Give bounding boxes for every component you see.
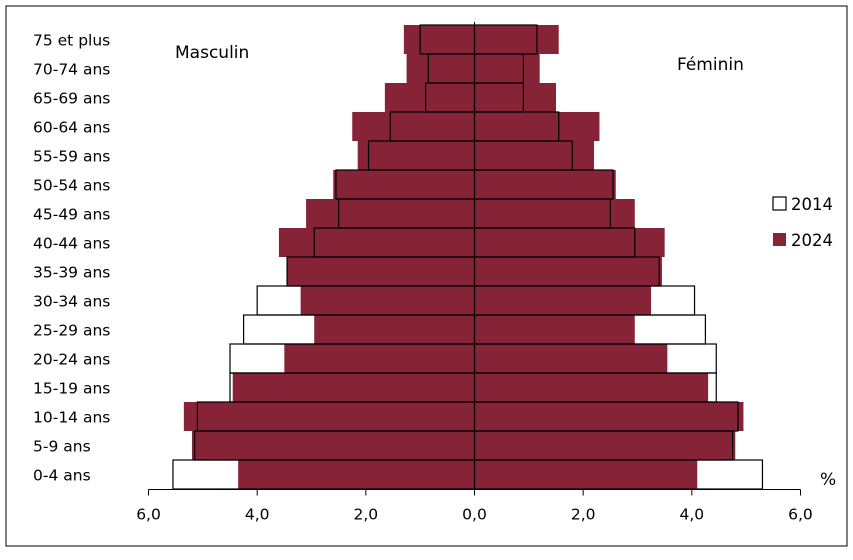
bar-2024-female-0 bbox=[474, 460, 698, 489]
bar-2024-female-13 bbox=[474, 83, 556, 112]
bar-2024-female-14 bbox=[474, 54, 540, 83]
age-label-10: 50-54 ans bbox=[33, 177, 110, 195]
bar-2024-female-8 bbox=[474, 228, 665, 257]
age-label-1: 5-9 ans bbox=[33, 438, 91, 456]
male-side-label: Masculin bbox=[175, 43, 249, 63]
unit-label: % bbox=[820, 470, 836, 490]
bar-2024-male-14 bbox=[406, 54, 475, 83]
bar-2024-female-10 bbox=[474, 170, 616, 199]
bar-2024-male-0 bbox=[238, 460, 475, 489]
age-label-11: 55-59 ans bbox=[33, 148, 110, 166]
x-tick-label-0: 6,0 bbox=[136, 506, 161, 524]
x-tick-label-5: 4,0 bbox=[679, 506, 704, 524]
age-label-5: 25-29 ans bbox=[33, 322, 110, 340]
age-label-4: 20-24 ans bbox=[33, 351, 110, 369]
bar-2024-male-9 bbox=[306, 199, 475, 228]
legend-label-2024: 2024 bbox=[791, 231, 833, 250]
bar-2024-male-12 bbox=[352, 112, 475, 141]
bar-2024-male-3 bbox=[232, 373, 475, 402]
bar-2024-male-13 bbox=[384, 83, 475, 112]
age-label-7: 35-39 ans bbox=[33, 264, 110, 282]
age-label-12: 60-64 ans bbox=[33, 119, 110, 137]
age-label-8: 40-44 ans bbox=[33, 235, 110, 253]
bar-2024-male-2 bbox=[183, 402, 475, 431]
age-label-6: 30-34 ans bbox=[33, 293, 110, 311]
bar-2024-female-5 bbox=[474, 315, 635, 344]
age-label-14: 70-74 ans bbox=[33, 61, 110, 79]
bar-2024-female-6 bbox=[474, 286, 652, 315]
x-tick-label-1: 4,0 bbox=[245, 506, 270, 524]
bar-2024-female-4 bbox=[474, 344, 668, 373]
legend-swatch-2024 bbox=[773, 233, 786, 246]
age-label-15: 75 et plus bbox=[33, 32, 110, 50]
age-label-9: 45-49 ans bbox=[33, 206, 110, 224]
legend: 2014 2024 bbox=[772, 195, 833, 250]
age-label-3: 15-19 ans bbox=[33, 380, 110, 398]
age-label-0: 0-4 ans bbox=[33, 467, 91, 485]
bar-2024-female-3 bbox=[474, 373, 709, 402]
x-tick-label-3: 0,0 bbox=[462, 506, 487, 524]
age-group-labels: 0-4 ans 5-9 ans 10-14 ans 15-19 ans 20-24 an… bbox=[33, 32, 110, 485]
age-label-13: 65-69 ans bbox=[33, 90, 110, 108]
bar-2024-female-1 bbox=[474, 431, 736, 460]
x-tick-label-6: 6,0 bbox=[788, 506, 813, 524]
series-2024-bars bbox=[172, 25, 763, 489]
bar-2024-male-10 bbox=[333, 170, 475, 199]
bar-2024-male-7 bbox=[287, 257, 475, 286]
bar-2024-male-11 bbox=[357, 141, 475, 170]
bar-2024-male-6 bbox=[300, 286, 475, 315]
legend-swatch-2014 bbox=[772, 196, 787, 211]
x-tick-label-2: 2,0 bbox=[354, 506, 379, 524]
female-side-label: Féminin bbox=[677, 55, 744, 75]
bar-2024-male-1 bbox=[191, 431, 475, 460]
bar-2024-female-2 bbox=[474, 402, 744, 431]
bar-2024-female-15 bbox=[474, 25, 559, 54]
bar-2024-female-7 bbox=[474, 257, 662, 286]
x-tick-label-4: 2,0 bbox=[571, 506, 596, 524]
bar-2024-male-5 bbox=[314, 315, 475, 344]
bar-2024-male-4 bbox=[284, 344, 475, 373]
bar-2024-male-15 bbox=[403, 25, 475, 54]
x-axis: 6,0 4,0 2,0 0,0 2,0 4,0 6,0 bbox=[136, 22, 813, 524]
bar-2024-female-12 bbox=[474, 112, 600, 141]
bar-2024-male-8 bbox=[278, 228, 475, 257]
age-label-2: 10-14 ans bbox=[33, 409, 110, 427]
bar-2024-female-11 bbox=[474, 141, 595, 170]
legend-label-2014: 2014 bbox=[791, 195, 833, 214]
bar-2024-female-9 bbox=[474, 199, 635, 228]
